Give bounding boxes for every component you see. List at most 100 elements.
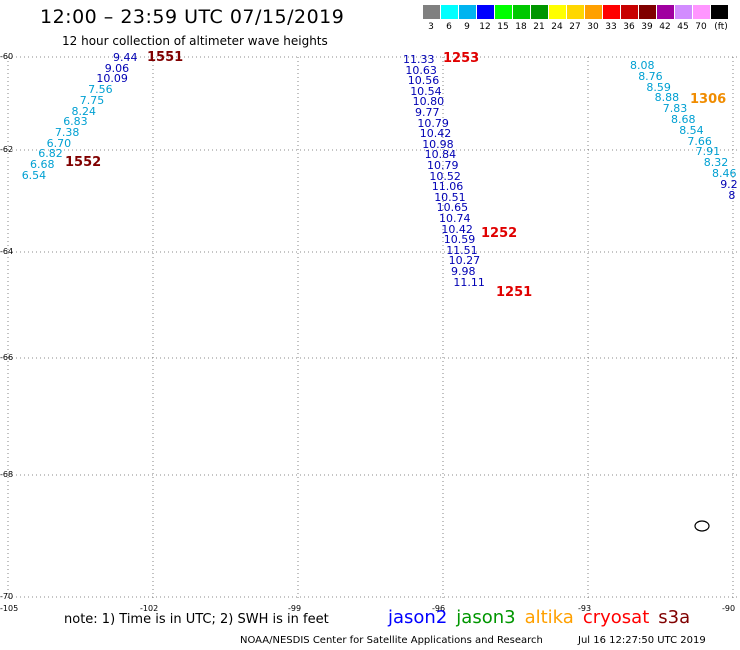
legend-label: 70 [695, 22, 707, 32]
swh-value: 10.54 [410, 84, 442, 98]
satellite-name: s3a [658, 607, 691, 628]
longitude-label: -99 [288, 604, 302, 613]
legend-unit: (ft) [714, 22, 728, 32]
legend-label: 15 [497, 22, 509, 32]
swh-value: 8.46 [712, 167, 737, 180]
legend-label: 45 [677, 22, 689, 32]
longitude-label: -96 [432, 604, 446, 613]
legend-label: 18 [515, 22, 527, 32]
longitude-label: -102 [140, 604, 159, 613]
swh-value: 8.76 [638, 69, 663, 83]
swh-value: 10.79 [417, 116, 449, 130]
swh-value: 7.56 [88, 83, 113, 97]
swh-value: 9.77 [415, 106, 440, 119]
satellite-legend: jason2 jason3 altika cryosat s3a [388, 607, 699, 628]
swh-value: 11.33 [403, 53, 435, 66]
swh-value: 10.80 [412, 95, 445, 109]
swh-value: 8.88 [654, 91, 680, 105]
swh-value: 8.08 [630, 59, 655, 72]
pass-time-label: 1552 [65, 155, 102, 170]
longitude-label: -93 [578, 604, 592, 613]
swh-value: 9.06 [104, 61, 130, 75]
legend-swatch [531, 5, 548, 19]
pass-time-label: 1306 [690, 92, 727, 107]
map-subtitle: 12 hour collection of altimeter wave hei… [62, 34, 328, 48]
legend-label: 36 [623, 22, 635, 32]
swh-value: 9.2 [720, 177, 738, 191]
satellite-name: jason3 [456, 607, 516, 628]
legend-label: 30 [587, 22, 599, 32]
longitude-label: -90 [722, 604, 736, 613]
latitude-label: -60 [0, 52, 14, 61]
swh-value: 10.59 [443, 233, 476, 247]
satellite-name: altika [524, 607, 574, 628]
credit-line: NOAA/NESDIS Center for Satellite Applica… [240, 635, 543, 646]
swh-value: 10.79 [427, 159, 459, 172]
swh-value: 6.83 [63, 115, 88, 129]
swh-value: 7.66 [687, 134, 712, 148]
swh-value: 8.68 [671, 113, 696, 126]
legend-swatch [459, 5, 476, 19]
swh-value: 11.51 [446, 243, 478, 257]
swh-value: 9.44 [113, 51, 138, 64]
latitude-label: -68 [0, 470, 14, 479]
swh-value: 7.83 [662, 102, 688, 116]
swh-value: 10.63 [405, 63, 437, 77]
legend-label: 27 [569, 22, 581, 32]
map-title: 12:00 – 23:59 UTC 07/15/2019 [40, 6, 345, 28]
legend-swatch [441, 5, 458, 19]
legend-swatch [423, 5, 440, 19]
legend-swatch [657, 5, 674, 19]
swh-value: 10.27 [448, 254, 481, 268]
legend-swatch [621, 5, 638, 19]
swh-value: 7.91 [695, 145, 721, 159]
legend-swatch [477, 5, 494, 19]
swh-value: 11.11 [453, 275, 485, 289]
satellite-name: jason2 [388, 607, 448, 628]
legend-label: 42 [659, 22, 671, 32]
swh-value: 8.24 [71, 104, 97, 118]
swh-value: 10.65 [436, 201, 469, 215]
swh-value: 7.38 [54, 125, 80, 139]
legend-label: 12 [479, 22, 491, 32]
longitude-label: -105 [0, 604, 19, 613]
legend-swatch [711, 5, 728, 19]
swh-value: 10.98 [422, 137, 454, 151]
swh-value: 10.51 [434, 190, 466, 204]
legend-swatch [675, 5, 692, 19]
legend-label: 3 [428, 22, 434, 32]
legend-swatch [693, 5, 710, 19]
swh-value: 8.54 [679, 123, 704, 137]
legend-label: 6 [446, 22, 452, 32]
legend-label: 33 [605, 22, 617, 32]
lat-lon-grid [7, 56, 740, 600]
latitude-label: -62 [0, 145, 14, 154]
legend-swatch [495, 5, 512, 19]
satellite-name: cryosat [582, 607, 650, 628]
swh-value: 8.32 [703, 156, 729, 170]
legend-label: 9 [464, 22, 470, 32]
swh-value: 8.59 [646, 80, 671, 94]
swh-value: 10.84 [424, 148, 457, 162]
swh-value: 10.42 [419, 127, 452, 141]
island-outline [694, 520, 710, 532]
latitude-label: -70 [0, 592, 14, 601]
pass-time-label: 1253 [443, 51, 480, 66]
legend-swatch [603, 5, 620, 19]
legend-swatch [549, 5, 566, 19]
legend-swatch [567, 5, 584, 19]
legend-label: 24 [551, 22, 563, 32]
legend-label: 39 [641, 22, 653, 32]
latitude-label: -64 [0, 247, 14, 256]
latitude-label: -66 [0, 353, 14, 362]
pass-time-label: 1251 [496, 285, 533, 300]
swh-value: 10.52 [429, 169, 461, 183]
swh-value: 10.56 [407, 74, 440, 88]
swh-value: 6.82 [38, 147, 63, 161]
pass-time-label: 1252 [481, 226, 518, 241]
legend-label: 21 [533, 22, 545, 32]
swh-value: 7.75 [79, 93, 105, 107]
generation-timestamp: Jul 16 12:27:50 UTC 2019 [578, 635, 706, 646]
legend-swatch [585, 5, 602, 19]
